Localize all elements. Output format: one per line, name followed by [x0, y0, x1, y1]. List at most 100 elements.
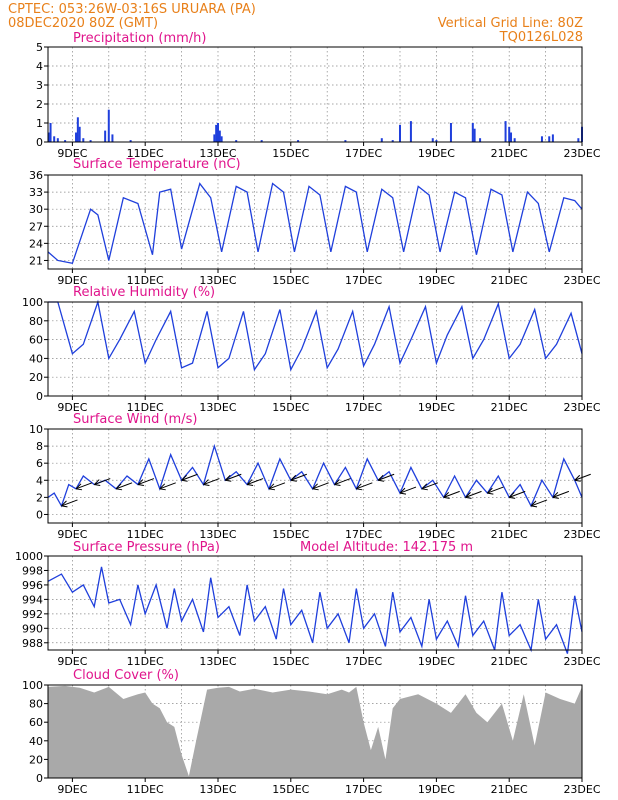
- y-tick-label: 33: [29, 186, 43, 199]
- wind-arrow: [268, 482, 286, 490]
- panel-frame: [47, 46, 583, 143]
- y-tick-label: 0: [36, 772, 43, 785]
- x-tick-label: 11DEC: [127, 783, 164, 796]
- wind-arrow: [290, 473, 307, 481]
- x-tick-label: 23DEC: [563, 528, 600, 541]
- precip-bar: [504, 121, 507, 142]
- x-tick-label: 15DEC: [272, 147, 309, 160]
- wind-arrow: [246, 478, 264, 486]
- wind-arrow: [377, 473, 395, 481]
- x-tick-label: 15DEC: [272, 528, 309, 541]
- x-tick-label: 9DEC: [57, 401, 87, 414]
- x-tick-label: 11DEC: [127, 401, 164, 414]
- precip-bar: [47, 132, 50, 142]
- x-tick-label: 13DEC: [199, 274, 236, 287]
- wind-arrow-head: [159, 483, 166, 491]
- wind-arrow-head: [574, 474, 581, 482]
- panel-3: Surface Wind (m/s) 0 2 4 6 8 10 9DEC 11DEC 13DEC 1…: [29, 412, 601, 541]
- y-tick-label: 1000: [15, 550, 43, 563]
- precip-bar: [344, 140, 347, 142]
- x-tick-label: 21DEC: [491, 147, 528, 160]
- wind-arrow: [574, 473, 591, 481]
- precip-bar: [218, 130, 221, 142]
- precip-bar: [391, 140, 394, 142]
- x-tick-label: 17DEC: [345, 147, 382, 160]
- precip-bar: [398, 124, 401, 142]
- precip-bar: [104, 130, 107, 142]
- wind-arrow-head: [115, 483, 123, 491]
- panel-frame: [47, 684, 583, 779]
- wind-arrow-head: [93, 479, 101, 487]
- precip-bar: [235, 140, 238, 142]
- x-tick-label: 23DEC: [563, 783, 600, 796]
- wind-arrow-head: [443, 492, 450, 499]
- x-tick-label: 15DEC: [272, 655, 309, 668]
- wind-arrow-head: [181, 474, 188, 482]
- y-tick-label: 40: [29, 352, 43, 365]
- precip-bar: [216, 123, 219, 142]
- y-tick-label: 4: [36, 60, 43, 73]
- x-tick-label: 23DEC: [563, 147, 600, 160]
- wind-arrow-head: [552, 492, 559, 499]
- panel-title: Precipitation (mm/h): [73, 31, 206, 46]
- wind-arrow-head: [246, 479, 254, 487]
- y-tick-label: 27: [29, 220, 43, 233]
- series-line: [47, 443, 583, 508]
- precip-bar: [53, 136, 56, 142]
- x-tick-label: 13DEC: [199, 401, 236, 414]
- precip-bar: [64, 140, 67, 142]
- x-tick-label: 9DEC: [57, 274, 87, 287]
- wind-arrow-head: [508, 492, 516, 499]
- y-tick-label: 3: [36, 79, 43, 92]
- x-tick-label: 21DEC: [491, 401, 528, 414]
- precip-bar: [449, 123, 452, 142]
- x-tick-label: 21DEC: [491, 655, 528, 668]
- precip-bar: [479, 138, 482, 142]
- y-tick-label: 60: [29, 716, 43, 729]
- precip-bar: [220, 136, 223, 142]
- panel-frame: [47, 174, 583, 270]
- y-tick-label: 36: [29, 169, 43, 182]
- x-tick-label: 9DEC: [57, 783, 87, 796]
- precip-bar: [56, 138, 59, 142]
- x-tick-label: 23DEC: [563, 655, 600, 668]
- precip-bar: [540, 136, 543, 142]
- precip-bar: [577, 138, 580, 142]
- x-tick-label: 11DEC: [127, 655, 164, 668]
- panel-0: Precipitation (mm/h) 0 1 2 3 4 5 9DEC 11DEC 13DEC…: [36, 31, 601, 160]
- y-tick-label: 40: [29, 735, 43, 748]
- precip-bar: [49, 123, 52, 142]
- series-line: [47, 182, 583, 265]
- precip-bar: [260, 140, 263, 142]
- precip-bar: [513, 138, 516, 142]
- wind-arrow: [137, 478, 155, 486]
- y-tick-label: 100: [22, 296, 43, 309]
- wind-arrow: [159, 482, 176, 490]
- wind-arrow: [487, 486, 504, 494]
- wind-arrow: [94, 478, 111, 486]
- precip-bar: [431, 138, 434, 142]
- wind-arrow-head: [290, 474, 297, 482]
- y-tick-label: 5: [36, 41, 43, 54]
- wind-arrow: [61, 499, 78, 507]
- x-tick-label: 23DEC: [563, 274, 600, 287]
- wind-arrow: [509, 490, 526, 498]
- precip-bar: [471, 123, 474, 142]
- precip-bar: [213, 134, 216, 142]
- y-tick-label: 8: [36, 440, 43, 453]
- wind-arrow-head: [334, 479, 341, 487]
- wind-arrow-head: [530, 500, 538, 508]
- wind-arrow: [181, 473, 198, 481]
- panel-2: Relative Humidity (%) 0 20 40 60 80 100 9DEC 11D…: [22, 285, 601, 414]
- y-tick-label: 80: [29, 315, 43, 328]
- y-tick-label: 21: [29, 254, 43, 267]
- precip-bar: [548, 136, 551, 142]
- wind-arrow: [334, 478, 351, 486]
- wind-arrow: [421, 482, 439, 490]
- panel-title: Surface Pressure (hPa): [73, 540, 220, 555]
- y-tick-label: 0: [36, 508, 43, 521]
- y-tick-label: 6: [36, 457, 43, 470]
- wind-arrow: [203, 478, 220, 486]
- precip-bar: [129, 140, 132, 142]
- x-tick-label: 23DEC: [563, 401, 600, 414]
